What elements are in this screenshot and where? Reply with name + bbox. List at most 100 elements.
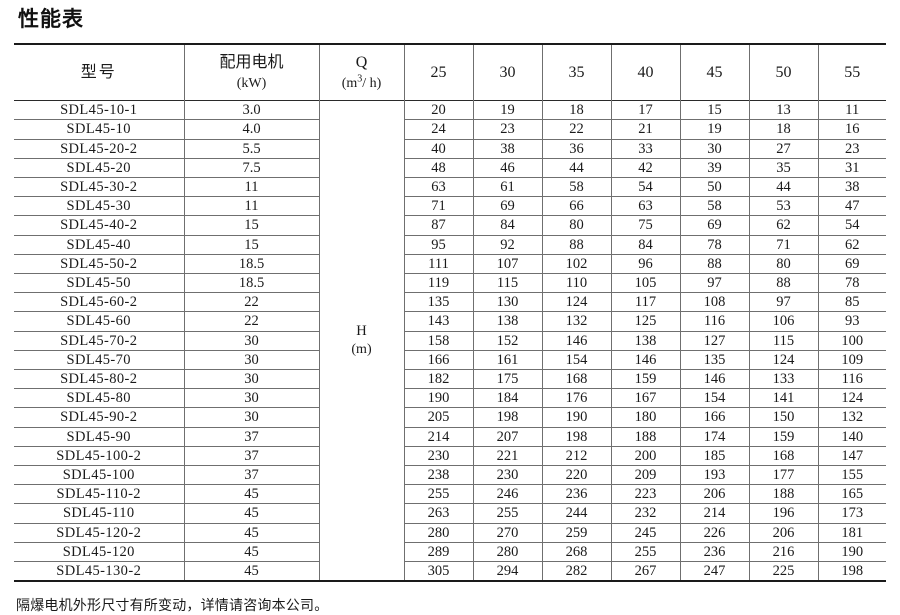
cell-head-q45: 19 <box>680 119 750 140</box>
cell-head-q50: 18 <box>749 119 819 140</box>
cell-model: SDL45-40 <box>14 235 185 255</box>
cell-head-q50: 141 <box>749 388 819 408</box>
cell-head-q35: 259 <box>542 523 612 543</box>
cell-head-q45: 69 <box>680 215 750 236</box>
cell-head-q30: 92 <box>473 235 543 255</box>
table-row: SDL45-70 30 166 161 154 146 135 124 109 <box>14 350 886 370</box>
cell-model: SDL45-80-2 <box>14 369 185 389</box>
cell-head-q30: 115 <box>473 273 543 293</box>
cell-head-q50: 168 <box>749 446 819 466</box>
cell-head-q25: 158 <box>404 331 474 351</box>
cell-motor-power: 45 <box>184 561 320 582</box>
cell-head-q50: 196 <box>749 503 819 524</box>
cell-head-q35: 36 <box>542 139 612 159</box>
cell-motor-power: 11 <box>184 177 320 197</box>
cell-head-q25: 263 <box>404 503 474 524</box>
cell-head-q45: 50 <box>680 177 750 197</box>
cell-head-q40: 167 <box>611 388 681 408</box>
cell-head-q45: 166 <box>680 407 750 428</box>
table-row: SDL45-120-2 45 280 270 259 245 226 206 181 <box>14 523 886 543</box>
cell-head-q25: 20 <box>404 100 474 120</box>
cell-head-q30: 198 <box>473 407 543 428</box>
cell-model: SDL45-80 <box>14 388 185 408</box>
header-flow-35: 35 <box>542 44 612 101</box>
cell-head-q30: 61 <box>473 177 543 197</box>
cell-head-q40: 223 <box>611 484 681 504</box>
cell-motor-power: 37 <box>184 446 320 466</box>
cell-head-q30: 294 <box>473 561 543 582</box>
table-row: SDL45-120 45 289 280 268 255 236 216 190 <box>14 542 886 562</box>
cell-head-q55: 109 <box>841 351 864 368</box>
cell-head-q30: 246 <box>473 484 543 504</box>
cell-head-q55: 62 <box>845 236 860 253</box>
table-row: SDL45-50 18.5 119 115 110 105 97 88 78 <box>14 273 886 293</box>
cell-model: SDL45-110-2 <box>14 484 185 504</box>
cell-head-q25: 182 <box>404 369 474 389</box>
head-unit: (m) <box>351 342 372 358</box>
cell-head-q25: 135 <box>404 292 474 312</box>
cell-head-q30: 270 <box>473 523 543 543</box>
cell-head-q35: 220 <box>542 465 612 485</box>
cell-head-q45: 135 <box>680 350 750 370</box>
cell-head-q55: 23 <box>845 140 860 157</box>
cell-motor-power: 30 <box>184 407 320 428</box>
cell-head-q55: 11 <box>845 102 860 119</box>
cell-head-q45: 214 <box>680 503 750 524</box>
cell-head-q45: 108 <box>680 292 750 312</box>
header-motor-unit: (kW) <box>236 75 267 91</box>
cell-head-q35: 236 <box>542 484 612 504</box>
cell-head-q55: 181 <box>841 524 864 541</box>
cell-head-q30: 255 <box>473 503 543 524</box>
cell-head-q25: 238 <box>404 465 474 485</box>
cell-head-q40: 188 <box>611 427 681 447</box>
cell-model: SDL45-90 <box>14 427 185 447</box>
cell-head-q30: 23 <box>473 119 543 140</box>
table-container: 型号 配用电机 (kW) Q (m3/ h) 25 30 35 40 45 50 55 SD… <box>0 32 900 582</box>
cell-head-q50: 188 <box>749 484 819 504</box>
cell-head-q45: 97 <box>680 273 750 293</box>
cell-head-q30: 207 <box>473 427 543 447</box>
cell-head-q30: 69 <box>473 196 543 216</box>
cell-head-q30: 46 <box>473 158 543 178</box>
cell-head-q40: 232 <box>611 503 681 524</box>
header-flow-40: 40 <box>611 44 681 101</box>
cell-head-q25: 255 <box>404 484 474 504</box>
cell-head-q35: 268 <box>542 542 612 562</box>
cell-head-q40: 63 <box>611 196 681 216</box>
cell-head-q30: 38 <box>473 139 543 159</box>
cell-model: SDL45-30-2 <box>14 177 185 197</box>
table-row: SDL45-40-2 15 87 84 80 75 69 62 54 <box>14 215 886 236</box>
cell-head-q55: 132 <box>841 409 864 426</box>
cell-head-q45: 185 <box>680 446 750 466</box>
header-flow-symbol: Q (m3/ h) <box>319 44 405 101</box>
header-model: 型号 <box>14 44 185 101</box>
cell-head-q45: 226 <box>680 523 750 543</box>
header-flow-55: 55 <box>844 63 861 81</box>
cell-head-q50: 225 <box>749 561 819 582</box>
table-row: SDL45-50-2 18.5 111 107 102 96 88 80 69 <box>14 254 886 274</box>
cell-head-q40: 42 <box>611 158 681 178</box>
cell-motor-power: 45 <box>184 503 320 524</box>
cell-head-q40: 125 <box>611 311 681 332</box>
table-row: SDL45-10 4.0 24 23 22 21 19 18 16 <box>14 119 886 140</box>
table-row: SDL45-20-2 5.5 40 38 36 33 30 27 23 <box>14 139 886 159</box>
table-row: SDL45-130-2 45 305 294 282 267 247 225 198 <box>14 561 886 582</box>
cell-head-q25: 143 <box>404 311 474 332</box>
cell-head-q55: 78 <box>845 275 860 292</box>
cell-head-q25: 87 <box>404 215 474 236</box>
cell-model: SDL45-120-2 <box>14 523 185 543</box>
cell-head-q55: 69 <box>845 255 860 272</box>
performance-table-page: 性能表 型号 配用电机 (kW) <box>0 8 900 613</box>
cell-head-q25: 289 <box>404 542 474 562</box>
header-motor-power: 配用电机 (kW) <box>184 44 320 101</box>
cell-head-q55: 190 <box>841 543 864 560</box>
header-q-unit: (m3/ h) <box>342 74 382 91</box>
cell-head-q35: 198 <box>542 427 612 447</box>
cell-head-q50: 97 <box>749 292 819 312</box>
cell-head-q40: 33 <box>611 139 681 159</box>
table-header-row: 型号 配用电机 (kW) Q (m3/ h) 25 30 35 40 45 50 55 <box>14 44 886 101</box>
table-row: SDL45-110-2 45 255 246 236 223 206 188 165 <box>14 484 886 504</box>
cell-motor-power: 3.0 <box>184 100 320 120</box>
cell-head-q55: 38 <box>845 179 860 195</box>
cell-head-q25: 205 <box>404 407 474 428</box>
